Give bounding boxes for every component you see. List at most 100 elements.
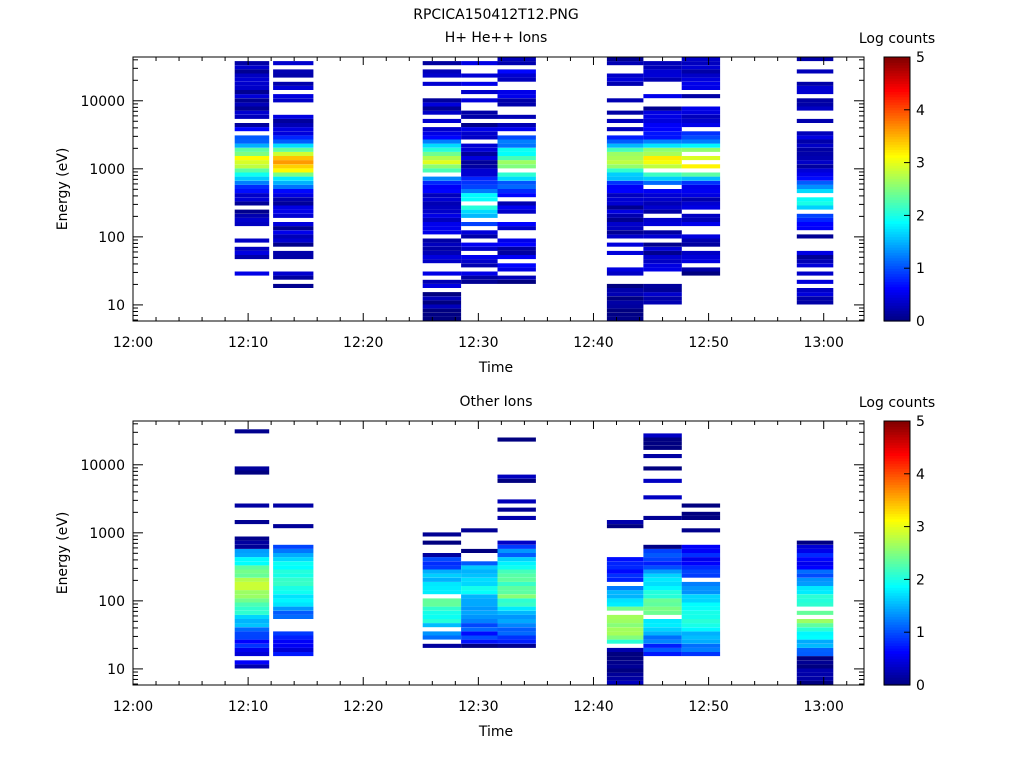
colorbar-segment — [884, 86, 910, 90]
heatmap-cell — [681, 647, 721, 652]
heatmap-cell — [643, 197, 682, 202]
colorbar-tick-label: 3 — [916, 156, 925, 172]
colorbar-segment — [884, 112, 910, 116]
heatmap-cell — [606, 222, 644, 227]
heatmap-cell — [422, 242, 462, 247]
heatmap-cell — [606, 623, 644, 628]
colorbar-segment — [884, 648, 910, 652]
heatmap-cell — [681, 193, 721, 198]
colorbar-segment — [884, 442, 910, 446]
heatmap-cell — [681, 631, 721, 636]
heatmap-cell — [273, 242, 314, 247]
heatmap-cell — [273, 569, 314, 574]
heatmap-cell — [681, 85, 721, 90]
colorbar-segment — [884, 452, 910, 456]
heatmap-cell — [681, 131, 721, 136]
colorbar-segment — [884, 178, 910, 182]
colorbar-segment — [884, 428, 910, 433]
heatmap-cell — [497, 73, 536, 78]
heatmap-cell — [461, 528, 498, 533]
heatmap-cell — [643, 189, 682, 194]
heatmap-cell — [606, 676, 644, 681]
heatmap-cell — [234, 238, 270, 243]
heatmap-cell — [606, 557, 644, 562]
heatmap-cell — [606, 672, 644, 677]
heatmap-cell — [643, 230, 682, 235]
panel2-colorbar: 0 1 2 3 4 5 — [883, 414, 925, 694]
heatmap-cell — [273, 598, 314, 603]
heatmap-cell — [796, 565, 834, 570]
x-tick-label: 12:10 — [228, 335, 268, 351]
heatmap-cell — [497, 57, 536, 62]
heatmap-cell — [234, 255, 270, 260]
heatmap-cell — [497, 246, 536, 251]
heatmap-cell — [796, 296, 834, 301]
heatmap-cell — [497, 639, 536, 644]
heatmap-cell — [681, 147, 721, 152]
heatmap-cell — [606, 594, 644, 599]
colorbar-segment — [884, 247, 910, 251]
heatmap-cell — [796, 259, 834, 264]
heatmap-cell — [606, 614, 644, 619]
heatmap-cell — [461, 263, 498, 268]
heatmap-cell — [643, 176, 682, 181]
heatmap-cell — [422, 164, 462, 169]
colorbar-segment — [884, 434, 910, 438]
heatmap-cell — [643, 627, 682, 632]
colorbar-segment — [884, 123, 910, 127]
heatmap-cell — [461, 639, 498, 644]
heatmap-cell — [461, 205, 498, 210]
heatmap-cell — [643, 127, 682, 132]
colorbar-segment — [884, 592, 910, 596]
heatmap-cell — [273, 143, 314, 148]
colorbar-segment — [884, 210, 910, 214]
heatmap-cell — [234, 172, 270, 177]
heatmap-cell — [681, 189, 721, 194]
heatmap-cell — [273, 139, 314, 144]
heatmap-cell — [461, 548, 498, 553]
heatmap-cell — [497, 544, 536, 549]
heatmap-cell — [234, 631, 270, 636]
colorbar-segment — [884, 199, 910, 203]
heatmap-cell — [273, 205, 314, 210]
heatmap-cell — [497, 598, 536, 603]
heatmap-cell — [606, 656, 644, 661]
colorbar-segment — [884, 289, 910, 293]
colorbar-segment — [884, 571, 910, 575]
heatmap-cell — [273, 639, 314, 644]
heatmap-cell — [643, 147, 682, 152]
heatmap-cell — [497, 94, 536, 99]
heatmap-cell — [796, 189, 834, 194]
heatmap-cell — [497, 135, 536, 140]
y-tick-label: 1000 — [89, 526, 125, 542]
heatmap-cell — [422, 602, 462, 607]
colorbar-segment — [884, 629, 910, 633]
colorbar-segment — [884, 658, 910, 662]
heatmap-cell — [606, 635, 644, 640]
heatmap-cell — [606, 250, 644, 255]
heatmap-cell — [681, 643, 721, 648]
colorbar-segment — [884, 302, 910, 306]
heatmap-cell — [273, 565, 314, 570]
heatmap-cell — [234, 201, 270, 206]
colorbar-segment — [884, 481, 910, 485]
heatmap-cell — [643, 643, 682, 648]
heatmap-cell — [681, 197, 721, 202]
heatmap-cell — [273, 548, 314, 553]
heatmap-cell — [234, 147, 270, 152]
heatmap-cell — [606, 586, 644, 591]
panel2-colorbar-label: Log counts — [859, 395, 935, 411]
heatmap-cell — [643, 156, 682, 161]
heatmap-cell — [422, 635, 462, 640]
heatmap-cell — [234, 135, 270, 140]
colorbar-segment — [884, 450, 910, 454]
colorbar-segment — [884, 202, 910, 206]
colorbar-segment — [884, 152, 910, 156]
heatmap-cell — [643, 441, 682, 446]
heatmap-cell — [234, 65, 270, 70]
heatmap-cell — [422, 250, 462, 255]
colorbar-segment — [884, 537, 910, 541]
y-tick-label: 10 — [107, 298, 125, 314]
heatmap-cell — [643, 164, 682, 169]
heatmap-cell — [643, 606, 682, 611]
